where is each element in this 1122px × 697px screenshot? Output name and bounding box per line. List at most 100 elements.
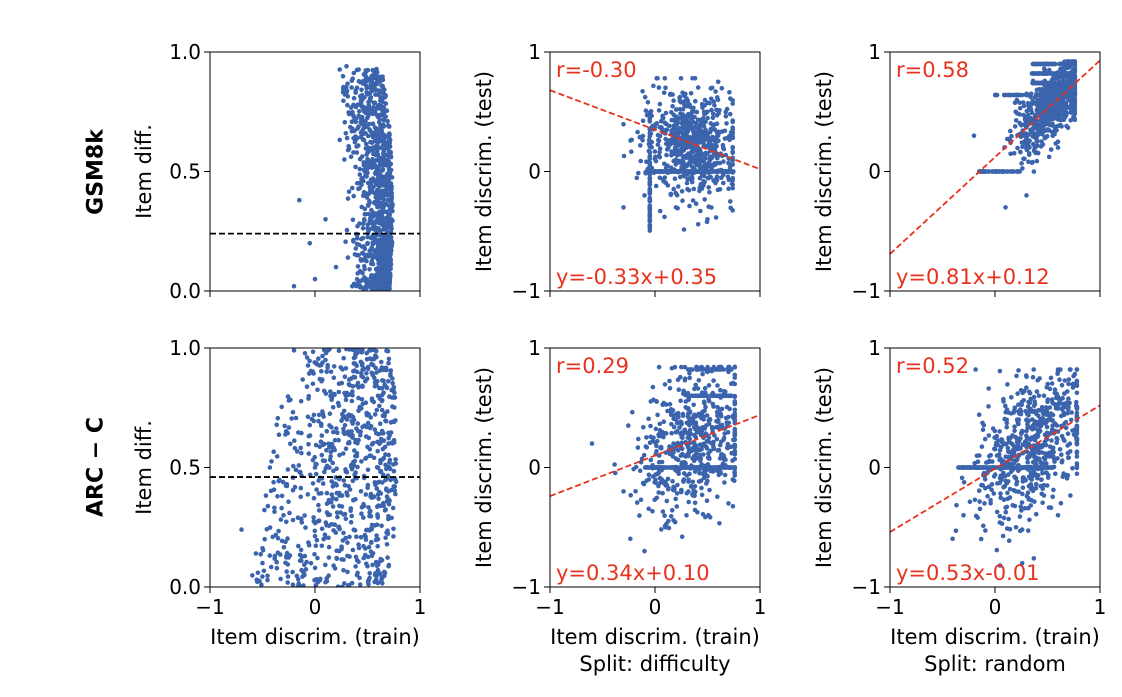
scatter-point [349,413,354,418]
scatter-point [722,389,727,394]
scatter-point [389,239,394,244]
scatter-point [638,468,643,473]
scatter-point [334,467,339,472]
scatter-point [370,373,375,378]
scatter-point [260,561,265,566]
scatter-point [714,215,719,220]
scatter-point [670,138,675,143]
scatter-point [355,465,360,470]
scatter-point [690,492,695,497]
scatter-point [726,501,731,506]
scatter-point [371,551,376,556]
scatter-point [680,460,685,465]
scatter-point [329,370,334,375]
scatter-point [352,129,357,134]
y-axis-label: Item discrim. (test) [812,71,836,272]
scatter-point [1042,67,1047,72]
scatter-point [365,241,370,246]
scatter-point [391,527,396,532]
scatter-point [292,284,297,289]
scatter-point [678,399,683,404]
scatter-point [689,463,694,468]
scatter-point [1075,472,1080,477]
scatter-point [694,455,699,460]
y-tick-label: 1 [528,336,541,360]
scatter-point [260,574,265,579]
scatter-point [353,528,358,533]
scatter-point [345,570,350,575]
scatter-point [313,566,318,571]
y-tick-label: 0.5 [169,160,201,184]
scatter-point [325,429,330,434]
scatter-point [355,136,360,141]
scatter-point [686,479,691,484]
scatter-point [977,488,982,493]
scatter-point [1073,111,1078,116]
scatter-point [374,112,379,117]
scatter-point [652,480,657,485]
scatter-point [389,220,394,225]
scatter-point [285,484,290,489]
scatter-point [274,560,279,565]
scatter-point [381,152,386,157]
scatter-point [636,445,641,450]
scatter-point [705,365,710,370]
scatter-point [666,146,671,151]
scatter-point [1053,81,1058,86]
scatter-point [276,529,281,534]
scatter-point [705,370,710,375]
scatter-point [373,380,378,385]
scatter-point [346,144,351,149]
scatter-point [272,506,277,511]
scatter-point [276,416,281,421]
scatter-point [733,375,738,380]
scatter-point [1015,391,1020,396]
scatter-point [1024,136,1029,141]
scatter-point [372,85,377,90]
scatter-point [326,573,331,578]
scatter-point [292,348,297,353]
scatter-point [686,414,691,419]
scatter-point [703,386,708,391]
scatter-point [279,405,284,410]
scatter-point [332,448,337,453]
scatter-point [1058,86,1063,91]
scatter-point [389,420,394,425]
scatter-point [378,461,383,466]
scatter-point [630,410,635,415]
scatter-point [994,93,999,98]
scatter-point [686,122,691,127]
scatter-point [713,139,718,144]
scatter-point [296,544,301,549]
scatter-point [679,76,684,81]
scatter-point [380,581,385,586]
scatter-point [364,152,369,157]
scatter-point [1053,126,1058,131]
scatter-point [376,241,381,246]
scatter-point [655,413,660,418]
scatter-point [294,416,299,421]
scatter-point [306,363,311,368]
scatter-point [292,438,297,443]
scatter-point [719,465,724,470]
scatter-point [671,441,676,446]
scatter-point [316,356,321,361]
scatter-point [710,155,715,160]
scatter-point [708,417,713,422]
scatter-point [1053,141,1058,146]
scatter-point [291,410,296,415]
scatter-point [1073,68,1078,73]
scatter-point [370,160,375,165]
scatter-point [355,150,360,155]
scatter-point [686,394,691,399]
scatter-point [636,171,641,176]
scatter-point [359,511,364,516]
scatter-point [385,193,390,198]
scatter-point [675,429,680,434]
scatter-point [706,451,711,456]
scatter-point [656,133,661,138]
scatter-point [691,480,696,485]
y-tick-label: −1 [852,279,881,303]
scatter-point [998,369,1003,374]
